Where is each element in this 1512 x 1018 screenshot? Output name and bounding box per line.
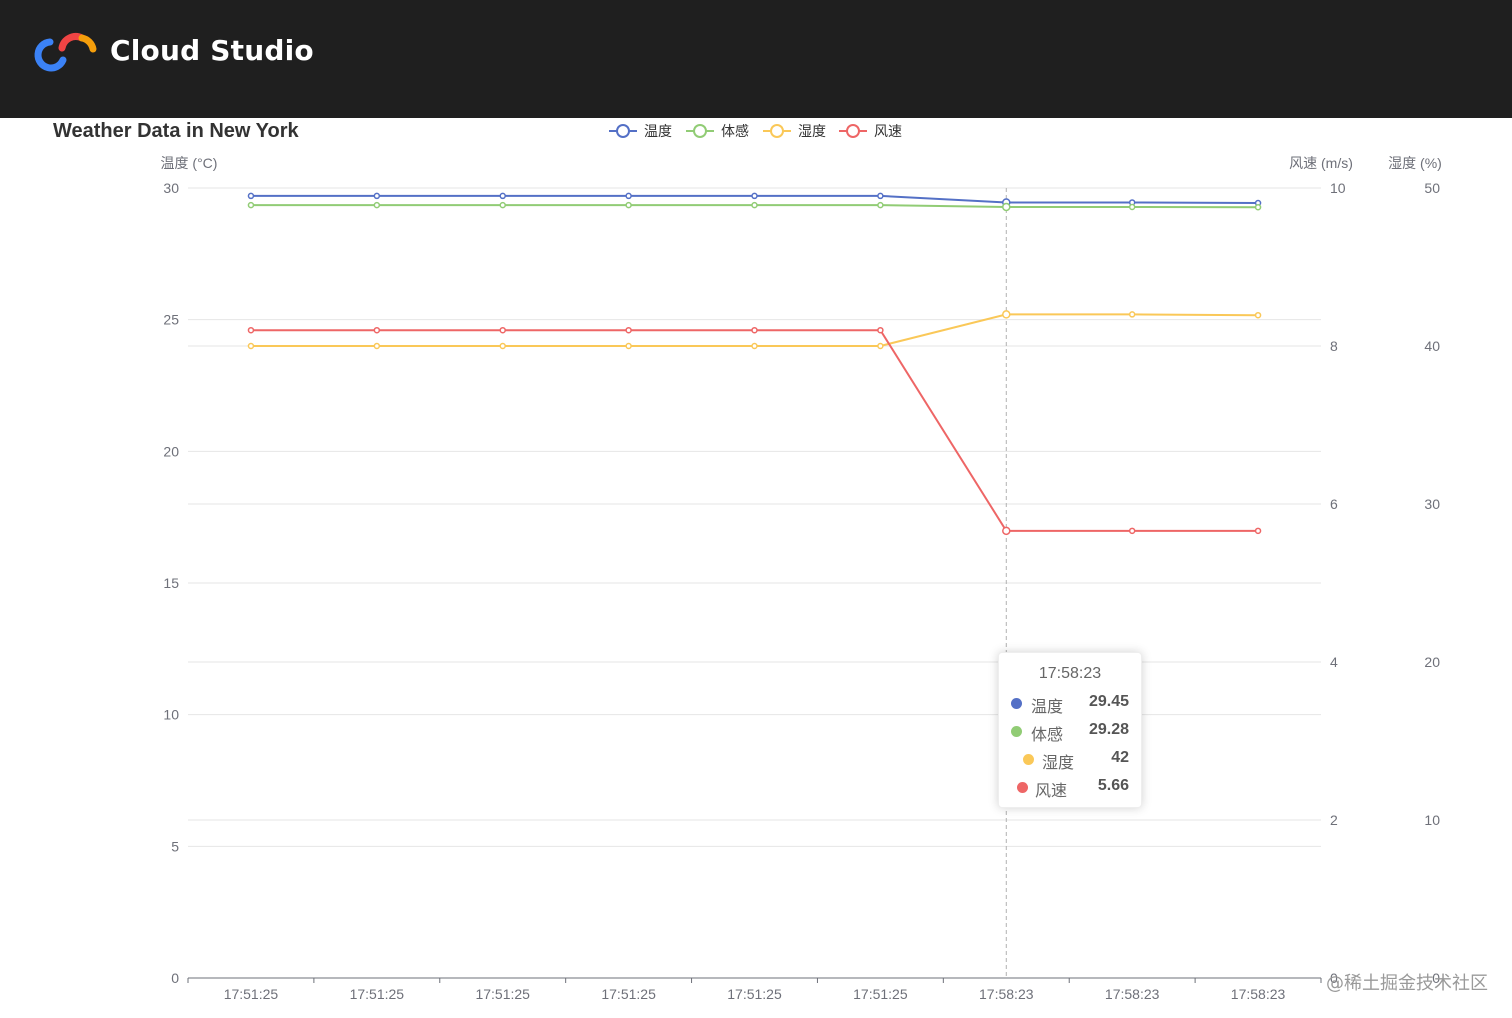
y-left-tick-label: 10 [163, 707, 179, 723]
data-point [247, 192, 255, 200]
line-chart[interactable]: 17:51:25 17:51:25 17:51:25 17:51:25 17:51:25… [0, 118, 1512, 1018]
y-right-humidity-tick-label: 50 [1424, 180, 1440, 196]
x-tick-label: 17:51:25 [853, 986, 908, 1002]
y-right-humidity-tick-label: 30 [1424, 496, 1440, 512]
x-tick-label: 17:51:25 [350, 986, 405, 1002]
y-left-tick-label: 30 [163, 180, 179, 196]
y-right-wind-tick-label: 8 [1330, 338, 1338, 354]
tooltip-row-name: 风速 [1035, 783, 1068, 800]
legend-label: 体感 [721, 123, 749, 140]
data-point [1002, 202, 1011, 212]
temperature-dot-icon [1011, 698, 1022, 709]
wind-speed-dot-icon [1017, 782, 1028, 793]
data-point [499, 342, 506, 350]
cloud-studio-logo-icon [34, 33, 97, 72]
y-left-tick-label: 25 [163, 312, 179, 328]
x-tick-label: 17:58:23 [1105, 986, 1160, 1002]
x-tick-label: 17:51:25 [475, 986, 530, 1002]
data-point [1002, 310, 1011, 319]
chart-tooltip: 17:58:23 温度 29.45 体感 29.28 湿度 42 风速 5.66 [998, 652, 1142, 808]
tooltip-row-name: 体感 [1031, 727, 1064, 744]
humidity-dot-icon [1023, 754, 1034, 765]
brand-name[interactable]: Cloud Studio [110, 34, 314, 67]
data-point [373, 342, 381, 350]
x-tick-label: 17:58:23 [979, 986, 1034, 1002]
y-left-tick-label: 20 [163, 443, 179, 459]
tooltip-row-wind-speed: 风速 5.66 [1011, 775, 1129, 800]
y-right-humidity-tick-label: 10 [1424, 812, 1440, 828]
data-point [625, 326, 632, 334]
legend-label: 风速 [874, 124, 902, 140]
data-point [499, 192, 506, 200]
y-right-humidity-tick-label: 20 [1424, 654, 1440, 670]
data-point [1128, 203, 1136, 211]
y-right-wind-tick-label: 0 [1330, 970, 1338, 986]
y-right-wind-tick-label: 6 [1330, 496, 1338, 512]
tooltip-row-value: 29.45 [1088, 693, 1129, 710]
data-point [247, 342, 255, 350]
data-point [247, 326, 255, 334]
tooltip-row-value: 42 [1111, 749, 1129, 766]
data-point [751, 201, 758, 209]
data-point [877, 326, 884, 334]
y-left-tick-label: 0 [171, 970, 179, 986]
watermark: @稀土掘金技术社区 [1326, 973, 1488, 994]
data-point [1254, 311, 1262, 319]
legend-marker-icon [693, 124, 707, 138]
y-left-tick-label: 5 [171, 838, 179, 854]
data-point [877, 192, 884, 200]
data-point [373, 201, 381, 209]
y-right-humidity-axis-name: 湿度 (%) [1388, 155, 1442, 171]
legend-label: 温度 [644, 124, 672, 140]
tooltip-row-feels-like: 体感 29.28 [1011, 719, 1129, 744]
y-right-wind-tick-label: 10 [1330, 180, 1346, 196]
series-line [250, 329, 1259, 532]
legend-marker-icon [846, 124, 860, 138]
chart-title: Weather Data in New York [53, 120, 299, 142]
y-left-axis-name: 温度 (°C) [161, 155, 218, 171]
tooltip-row-humidity: 湿度 42 [1011, 747, 1129, 772]
data-point [499, 326, 506, 334]
tooltip-row-name: 温度 [1031, 699, 1064, 716]
legend-marker-icon [770, 124, 784, 138]
data-point [1254, 203, 1262, 211]
data-point [751, 326, 758, 334]
tooltip-row-temperature: 温度 29.45 [1011, 691, 1129, 716]
data-point [1128, 311, 1136, 318]
tooltip-row-name: 湿度 [1042, 755, 1075, 772]
feels-like-dot-icon [1011, 726, 1022, 737]
x-tick-label: 17:51:25 [601, 986, 656, 1002]
legend-marker-icon [616, 124, 630, 138]
tooltip-row-value: 5.66 [1097, 777, 1129, 794]
tooltip-title: 17:58:23 [1038, 665, 1102, 682]
x-tick-label: 17:51:25 [224, 986, 279, 1002]
data-point [247, 201, 255, 209]
data-point [625, 342, 632, 350]
x-tick-label: 17:58:23 [1231, 986, 1286, 1002]
y-right-wind-tick-label: 4 [1330, 654, 1338, 670]
legend-label: 湿度 [798, 124, 826, 140]
y-left-tick-label: 15 [163, 575, 179, 591]
y-right-humidity-tick-label: 0 [1432, 970, 1440, 986]
data-point [625, 192, 632, 200]
data-point [751, 192, 758, 200]
data-point [751, 342, 758, 350]
data-point [877, 201, 884, 209]
data-point [1002, 526, 1011, 536]
data-point [1254, 527, 1262, 535]
tooltip-row-value: 29.28 [1088, 721, 1129, 738]
data-point [625, 201, 632, 209]
y-right-wind-tick-label: 2 [1330, 812, 1338, 828]
data-point [373, 192, 381, 200]
y-right-wind-axis-name: 风速 (m/s) [1289, 155, 1353, 171]
data-point [1128, 527, 1136, 535]
data-point [877, 342, 884, 350]
y-right-humidity-tick-label: 40 [1424, 338, 1440, 354]
data-point [373, 326, 381, 334]
app-header: Cloud Studio [0, 0, 1512, 118]
x-tick-label: 17:51:25 [727, 986, 782, 1002]
data-point [499, 201, 506, 209]
